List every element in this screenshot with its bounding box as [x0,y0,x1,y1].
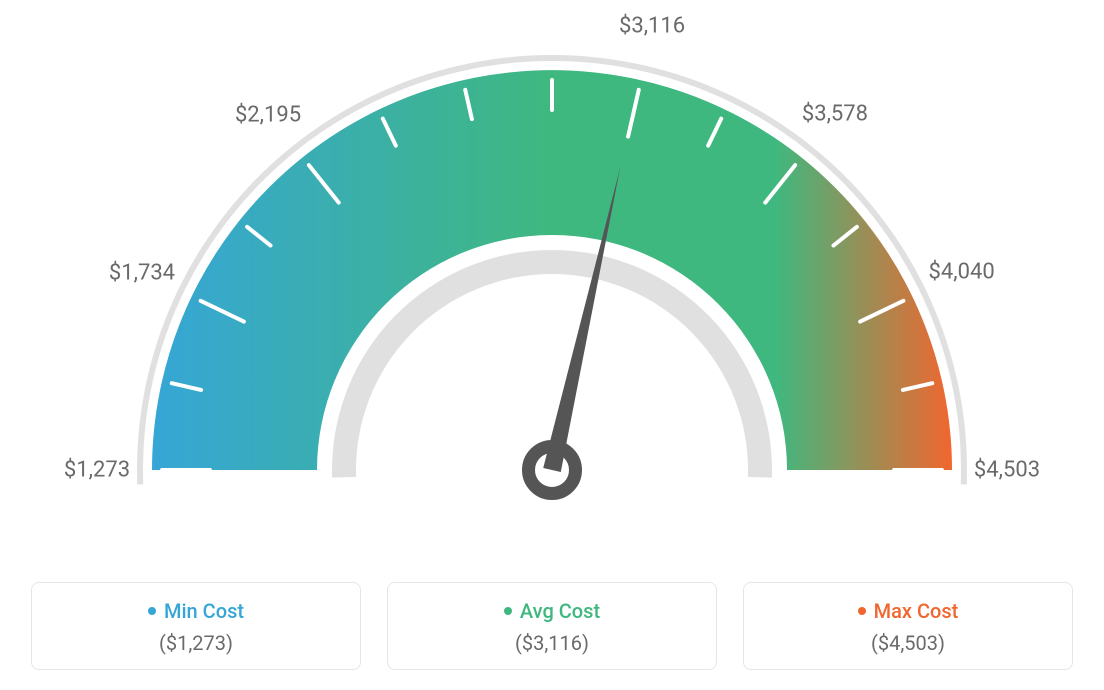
gauge-tick-label: $1,273 [64,458,130,483]
gauge-tick-label: $3,116 [619,14,685,39]
legend-title-min: Min Cost [42,599,350,623]
gauge-tick-label: $4,503 [974,458,1040,483]
gauge-tick-label: $1,734 [109,260,175,285]
legend-dot-avg [504,607,512,615]
legend-dot-max [858,607,866,615]
gauge-area: $1,273 $1,734 $2,195 $3,116 $3,578 $4,040 $4,5… [0,0,1104,560]
gauge-tick-label: $3,578 [802,101,868,126]
legend-label-max: Max Cost [874,599,959,623]
gauge-tick-label: $4,040 [929,259,995,284]
legend-row: Min Cost ($1,273) Avg Cost ($3,116) Max … [0,582,1104,670]
legend-value-avg: ($3,116) [398,631,706,655]
legend-value-min: ($1,273) [42,631,350,655]
legend-card-max: Max Cost ($4,503) [743,582,1073,670]
legend-dot-min [148,607,156,615]
cost-gauge-container: $1,273 $1,734 $2,195 $3,116 $3,578 $4,040 $4,5… [0,0,1104,690]
legend-value-max: ($4,503) [754,631,1062,655]
legend-card-avg: Avg Cost ($3,116) [387,582,717,670]
legend-label-min: Min Cost [164,599,244,623]
gauge-tick-label: $2,195 [235,102,301,127]
legend-label-avg: Avg Cost [520,599,600,623]
legend-title-avg: Avg Cost [398,599,706,623]
legend-card-min: Min Cost ($1,273) [31,582,361,670]
legend-title-max: Max Cost [754,599,1062,623]
